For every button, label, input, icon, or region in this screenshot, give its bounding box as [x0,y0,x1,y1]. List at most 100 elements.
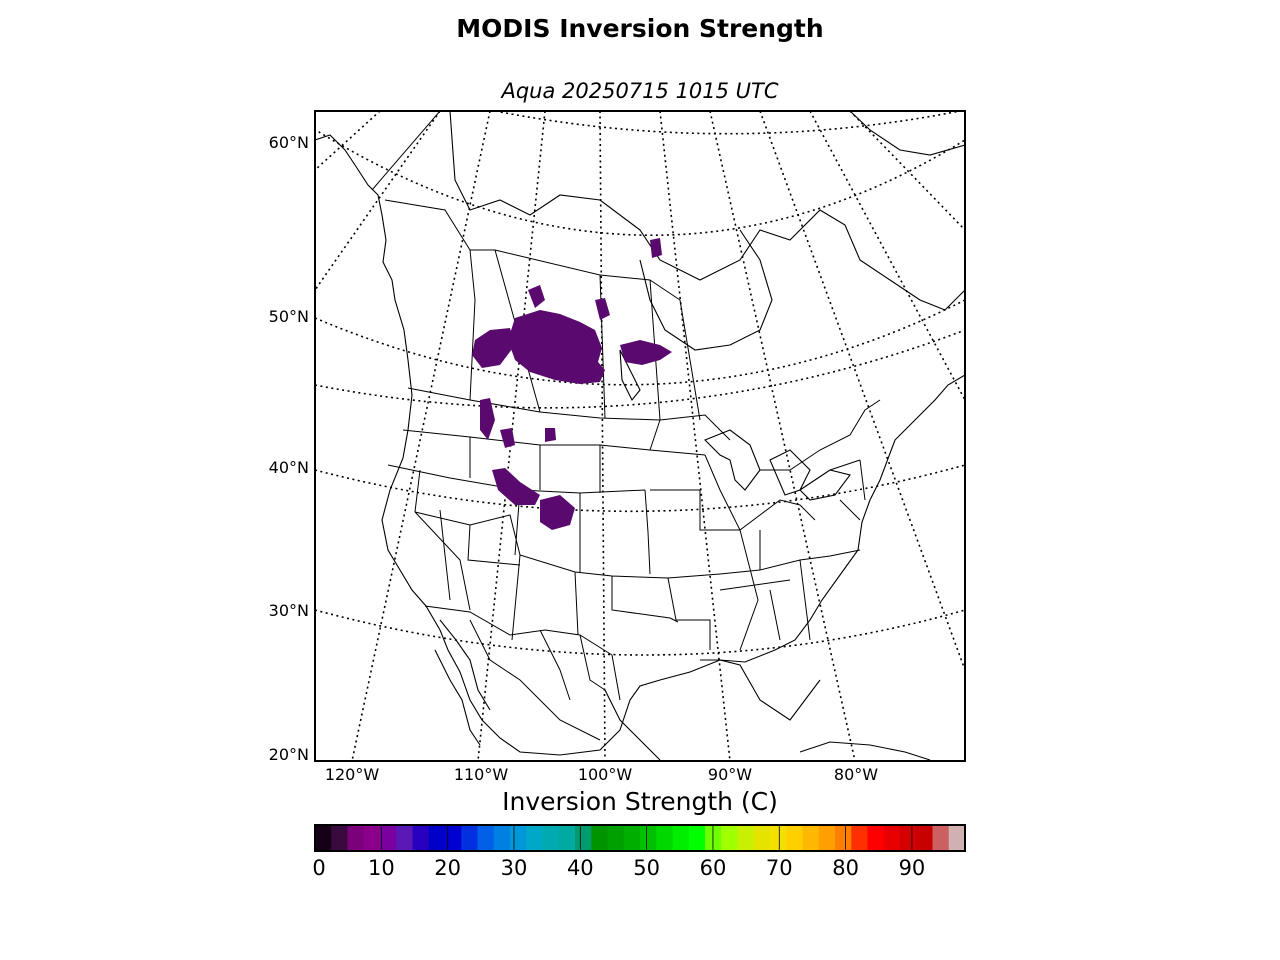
colorbar-swatch [493,825,511,851]
meridian-110w [477,111,546,761]
colorbar-swatch [737,825,755,851]
colorbar-tick-label: 30 [501,856,528,880]
colorbar-tick-label: 90 [899,856,926,880]
colorbar-swatch [315,825,332,851]
lon-label-110w: 110°W [454,765,509,784]
coast-hudson-bay [639,229,773,351]
data-cluster-alberta [472,328,515,368]
meridian-90w [659,111,731,761]
coast-cuba [799,741,931,761]
colorbar-swatch [347,825,365,851]
colorbar-swatch [932,825,950,851]
parallel-45n [315,329,965,409]
lat-labels: 60°N 50°N 40°N 30°N 20°N [269,133,309,764]
colorbar-swatches [315,825,966,851]
parallel-60n [491,111,965,135]
meridian-130w [315,111,381,171]
colorbar-swatch [900,825,917,851]
canada-provinces [371,111,701,421]
meridian-100w [599,111,606,761]
colorbar-swatch [851,825,869,851]
colorbar-swatch [558,825,576,851]
colorbar-swatch [445,825,462,851]
lon-labels: 120°W 110°W 100°W 90°W 80°W [325,765,878,784]
lon-label-100w: 100°W [578,765,633,784]
lon-label-120w: 120°W [325,765,380,784]
colorbar-swatch [867,825,885,851]
meridian-120w [351,111,491,761]
map-frame [314,110,966,762]
lat-label-60n: 60°N [269,133,309,152]
meridian-80w [709,111,856,761]
coast-baja [434,619,491,746]
us-mexico-border [424,605,621,701]
us-states-central [649,419,866,651]
parallel-50n [315,299,965,386]
colorbar-swatch [542,825,560,851]
colorbar-tick-label: 70 [766,856,793,880]
great-lakes [704,429,851,501]
colorbar-swatch [623,825,641,851]
colorbar-swatch [380,825,397,851]
data-cluster-manitoba [620,340,672,365]
lon-label-80w: 80°W [834,765,878,784]
colorbar-swatch [607,825,625,851]
coast-gulf-of-mexico [604,659,821,761]
meridian-50w [849,111,965,231]
colorbar-swatch [721,825,739,851]
colorbar-swatch [526,825,544,851]
colorbar-swatch [835,825,852,851]
lat-label-20n: 20°N [269,745,309,764]
colorbar-swatch [688,825,706,851]
data-cluster-utah [492,468,540,505]
data-streak-idaho [480,398,556,448]
graticule-meridians [315,111,965,761]
mexico-states [469,619,606,741]
inversion-data [472,238,672,530]
colorbar-tick-label: 40 [567,856,594,880]
graticule-parallels [315,111,965,656]
colorbar-swatch [477,825,495,851]
colorbar-label: Inversion Strength (C) [502,787,778,816]
colorbar-tick-label: 0 [312,856,325,880]
colorbar-swatch [818,825,836,851]
coast-alaska-canada-west [315,134,965,756]
parallel-40n [315,464,965,513]
colorbar-tick-label: 80 [832,856,859,880]
colorbar-swatch [753,825,771,851]
colorbar-tick-label: 50 [633,856,660,880]
coast-greenland [849,111,965,156]
chart-title: MODIS Inversion Strength [456,14,824,43]
colorbar-tick-label: 10 [368,856,395,880]
colorbar-ticks: 0 10 20 30 40 50 60 70 80 90 [312,825,925,880]
lon-label-90w: 90°W [708,765,752,784]
colorbar-swatch [916,825,934,851]
colorbar-swatch [575,825,592,851]
colorbar-swatch [672,825,690,851]
colorbar-tick-label: 60 [700,856,727,880]
colorbar-tick-label: 20 [434,856,461,880]
colorbar-swatch [786,825,804,851]
colorbar-swatch [510,825,527,851]
colorbar-swatch [428,825,446,851]
data-cluster-colorado [540,495,575,530]
lat-label-50n: 50°N [269,307,309,326]
colorbar-swatch [412,825,430,851]
colorbar-swatch [656,825,674,851]
coastlines [315,111,965,761]
meridian-125w [315,111,441,291]
political-boundaries [371,111,881,741]
colorbar-swatch [802,825,820,851]
parallel-55n [315,128,965,236]
lat-label-40n: 40°N [269,458,309,477]
lake-winnipeg [619,349,641,402]
colorbar-swatch [883,825,901,851]
data-cluster-saskatchewan [508,310,605,384]
colorbar-swatch [591,825,609,851]
colorbar-swatch [461,825,479,851]
coast-north-arctic [449,111,965,311]
chart-subtitle: Aqua 20250715 1015 UTC [501,79,779,103]
colorbar-swatch [640,825,657,851]
